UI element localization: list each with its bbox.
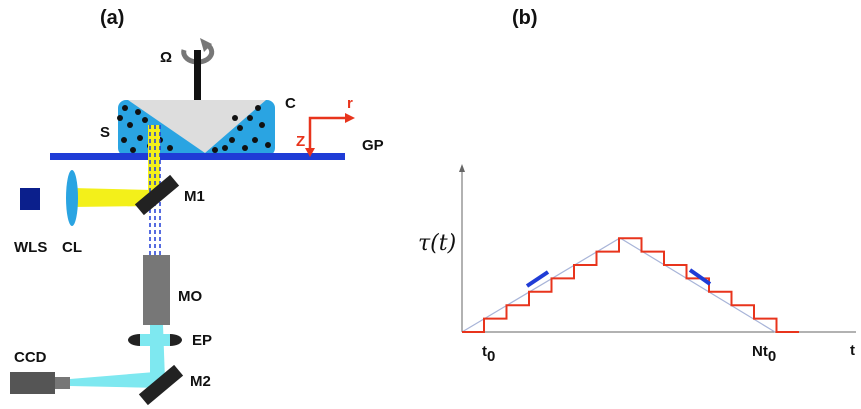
- mirror: [134, 174, 180, 216]
- label: EP: [192, 332, 212, 349]
- label: WLS: [14, 239, 47, 256]
- shaft: [194, 50, 201, 102]
- label: M1: [184, 188, 205, 205]
- arrowhead: [459, 164, 465, 172]
- particle: [265, 142, 271, 148]
- arrowhead: [345, 113, 355, 123]
- particle: [247, 115, 253, 121]
- particle: [212, 147, 218, 153]
- glass-plate: [50, 153, 345, 160]
- beam: [140, 334, 170, 346]
- light-beam: [72, 188, 152, 207]
- light-source: [20, 188, 40, 210]
- particle: [130, 147, 136, 153]
- particle: [259, 122, 265, 128]
- mirror: [138, 364, 184, 406]
- label: C: [285, 95, 296, 112]
- label: Ω: [160, 49, 172, 66]
- label: Z: [296, 133, 305, 150]
- y-axis-label: τ(t): [418, 231, 456, 256]
- label: CL: [62, 239, 82, 256]
- particle: [142, 117, 148, 123]
- illumination-beam: [148, 125, 160, 195]
- label: CCD: [14, 349, 47, 366]
- particle: [232, 115, 238, 121]
- label: GP: [362, 137, 384, 154]
- label: M2: [190, 373, 211, 390]
- direction-mark: [688, 268, 712, 286]
- staircase: [462, 237, 799, 333]
- direction-mark: [525, 270, 550, 288]
- particle: [229, 137, 235, 143]
- lens: [66, 170, 78, 226]
- particle: [121, 137, 127, 143]
- camera: [10, 372, 55, 394]
- objective: [143, 255, 170, 325]
- particle: [122, 105, 128, 111]
- particle: [252, 137, 258, 143]
- cone: [128, 100, 266, 153]
- particle: [222, 145, 228, 151]
- rotation-arrowhead: [200, 38, 212, 52]
- label: S: [100, 124, 110, 141]
- beam: [70, 372, 160, 388]
- particle: [167, 145, 173, 151]
- camera-lens: [55, 377, 70, 389]
- particle: [242, 145, 248, 151]
- rotation-arrow: [181, 41, 215, 65]
- coordinate-axes: [308, 116, 345, 150]
- particle: [137, 135, 143, 141]
- particle: [127, 122, 133, 128]
- label: r: [347, 95, 353, 112]
- particle: [135, 109, 141, 115]
- label: MO: [178, 288, 202, 305]
- x-axis-label: t: [850, 342, 855, 359]
- tick-label: Nt0: [752, 343, 776, 365]
- particles: [117, 105, 271, 153]
- arrowhead: [305, 148, 315, 157]
- particle: [237, 125, 243, 131]
- panel-label: (a): [100, 7, 124, 29]
- particle: [117, 115, 123, 121]
- tick-label: t0: [482, 343, 495, 365]
- panel-label: (b): [512, 7, 538, 29]
- particle: [255, 105, 261, 111]
